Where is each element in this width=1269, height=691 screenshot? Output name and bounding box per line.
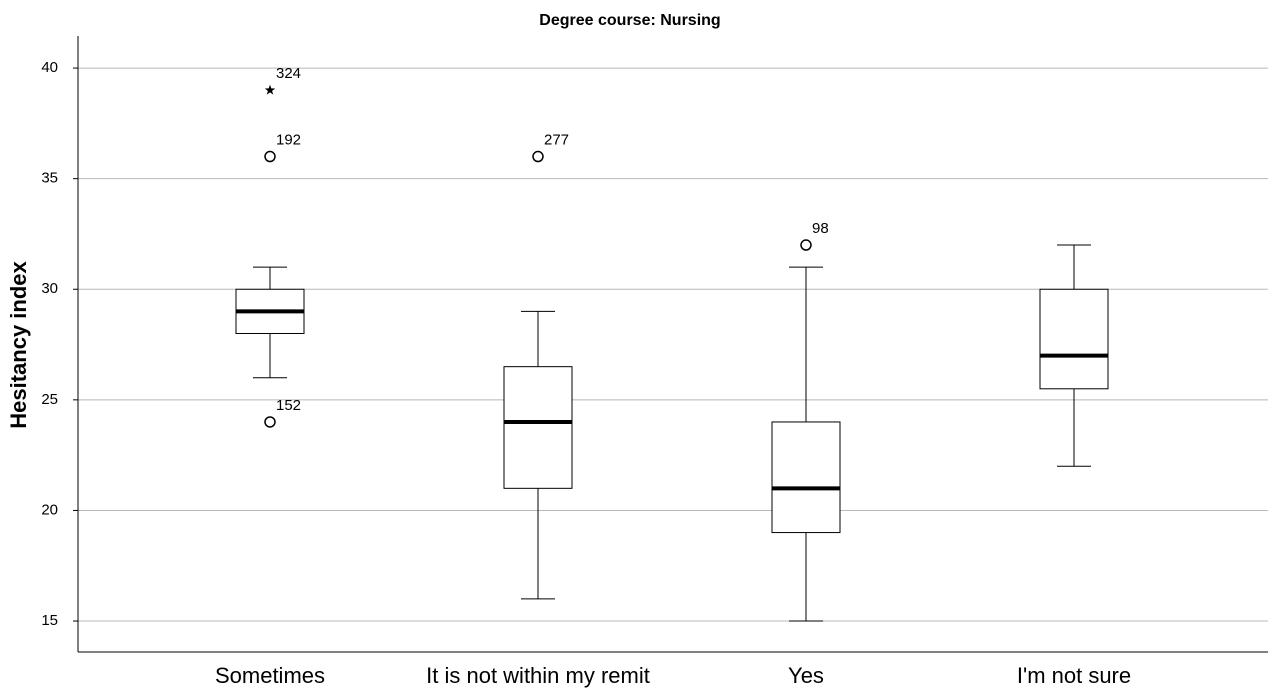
outlier (532, 150, 544, 163)
y-tick-label: 35 (41, 170, 58, 187)
y-tick-label: 40 (41, 59, 58, 76)
chart-title: Degree course: Nursing (539, 12, 720, 29)
box (771, 421, 841, 534)
y-tick-label: 15 (41, 612, 58, 629)
outlier (264, 416, 276, 428)
outlier-extreme (264, 84, 276, 95)
x-tick-label: It is not within my remit (426, 663, 650, 688)
x-tick-label: Yes (788, 663, 824, 688)
outlier (264, 150, 276, 163)
y-axis-title: Hesitancy index (6, 260, 31, 428)
y-tick-label: 30 (41, 280, 58, 297)
box (1039, 288, 1109, 390)
y-tick-label: 25 (41, 391, 58, 408)
box (503, 366, 573, 489)
x-tick-label: I'm not sure (1017, 663, 1131, 688)
outlier-label: 192 (276, 132, 301, 149)
outlier-label: 98 (812, 220, 829, 237)
x-tick-label: Sometimes (215, 663, 325, 688)
outlier-label: 324 (276, 65, 301, 82)
outlier-label: 152 (276, 397, 301, 414)
y-tick-label: 20 (41, 501, 58, 518)
outlier-label: 277 (544, 132, 569, 149)
outlier (800, 239, 812, 251)
